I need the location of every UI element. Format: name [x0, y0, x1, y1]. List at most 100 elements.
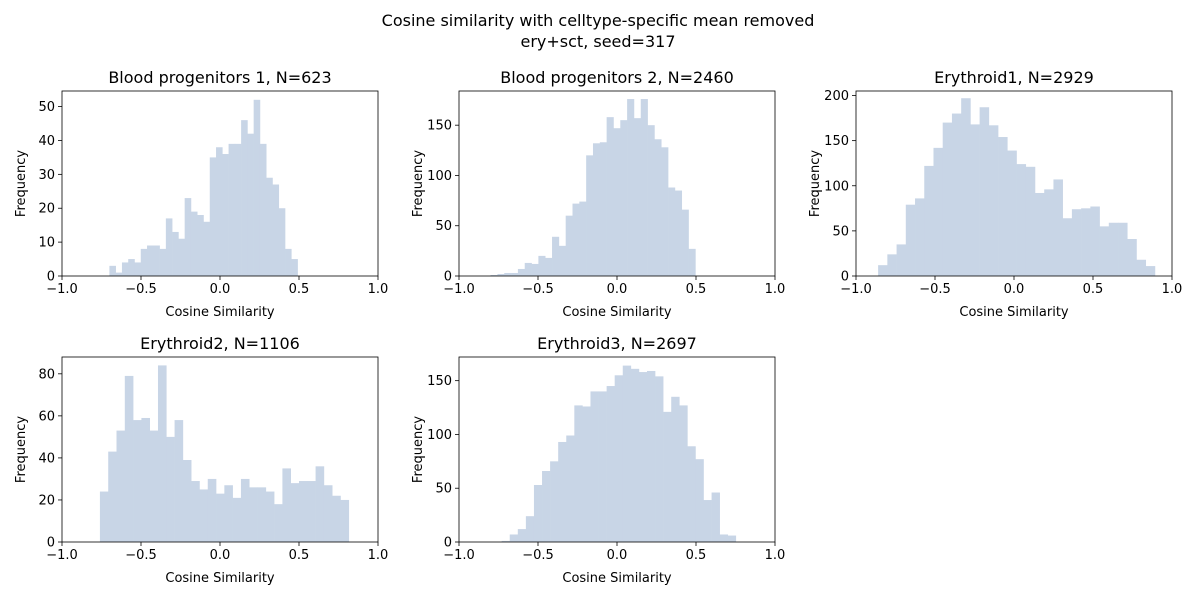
histogram-bar [274, 504, 283, 542]
y-tick-label: 50 [435, 219, 452, 234]
histogram-bar [961, 98, 971, 276]
y-tick-label: 0 [444, 536, 452, 551]
x-axis-label: Cosine Similarity [562, 571, 672, 586]
suptitle-line-2: ery+sct, seed=317 [520, 32, 676, 51]
x-tick-label: 1.0 [368, 282, 389, 297]
histogram-bar [1016, 164, 1027, 276]
histogram-bar [307, 481, 316, 542]
x-axis-label: Cosine Similarity [165, 305, 275, 320]
x-tick-label: 0.5 [1083, 282, 1104, 297]
y-tick-label: 200 [824, 89, 849, 104]
histogram-bar [640, 99, 648, 276]
histogram-bar [108, 451, 117, 542]
histogram-bar [197, 215, 204, 276]
histogram-bar [490, 274, 498, 276]
x-tick-label: 0.0 [607, 548, 628, 563]
x-axis-label: Cosine Similarity [165, 571, 275, 586]
histogram-bar [627, 99, 635, 276]
histogram-bar [558, 245, 566, 276]
histogram-bar [191, 481, 200, 542]
histogram-bar [1071, 209, 1082, 276]
y-axis-label: Frequency [808, 150, 823, 217]
histogram-bar [165, 218, 173, 276]
histogram-bar [216, 147, 223, 276]
histogram-bar [646, 370, 656, 542]
histogram-bar [216, 493, 225, 542]
histogram-bar [1007, 150, 1017, 276]
histogram-bar [566, 435, 575, 542]
histogram-bar [128, 259, 135, 276]
x-tick-label: 1.0 [368, 548, 389, 563]
histogram-bar [1108, 222, 1119, 276]
x-tick-label: −0.5 [522, 282, 554, 297]
histogram-bar [166, 436, 175, 542]
histogram-bar [184, 198, 192, 276]
histogram-bar [663, 411, 672, 542]
histogram-bar [905, 204, 916, 276]
x-tick-label: −0.5 [125, 548, 157, 563]
histogram-bar [511, 272, 519, 276]
histogram-bar [542, 471, 551, 542]
histogram-bar [234, 143, 242, 276]
histogram-bar [998, 137, 1008, 276]
histogram-bar [538, 255, 546, 276]
x-tick-label: 1.0 [765, 548, 786, 563]
histogram-bar [550, 461, 559, 542]
histogram-bar [153, 245, 160, 276]
histogram-bar [272, 184, 280, 276]
x-tick-label: 0.0 [607, 282, 628, 297]
histogram-bar [1118, 222, 1128, 276]
x-tick-label: −1.0 [443, 282, 475, 297]
histogram-bar [598, 391, 607, 542]
histogram-bar [1044, 189, 1054, 276]
histogram-bar [332, 495, 341, 542]
y-tick-label: 20 [38, 493, 55, 508]
x-tick-label: −1.0 [840, 282, 872, 297]
histogram-bar [147, 245, 154, 276]
histogram-bar [115, 272, 123, 276]
histogram-bar [924, 165, 934, 276]
x-tick-label: 0.5 [289, 548, 310, 563]
histogram-bar [606, 386, 615, 542]
histogram-bar [533, 484, 543, 542]
histogram-bar [878, 265, 888, 276]
histogram-bar [606, 117, 614, 277]
histogram-bar [140, 248, 148, 276]
y-axis-label: Frequency [14, 150, 29, 217]
histogram-bar [134, 262, 142, 276]
y-tick-label: 100 [427, 169, 452, 184]
histogram-bar [203, 221, 211, 276]
histogram-bar [970, 124, 980, 276]
histogram-bar [99, 491, 109, 542]
histogram-bar [572, 203, 580, 276]
x-tick-label: −1.0 [46, 548, 78, 563]
histogram-bar [265, 491, 275, 542]
histogram-bar [178, 238, 185, 276]
x-tick-label: −0.5 [522, 548, 554, 563]
histogram-bar [565, 215, 573, 276]
y-tick-label: 50 [435, 482, 452, 497]
histogram-bar [315, 466, 325, 542]
histogram-bar [247, 133, 254, 276]
histogram-bar [1081, 208, 1091, 276]
histogram-panel-2: −1.0 −0.5 0.0 0.5 1.0 0 50 100 150 Blood progenit… [411, 68, 785, 320]
x-tick-label: −1.0 [443, 548, 475, 563]
histogram-bar [620, 120, 628, 276]
histogram-bar [579, 201, 587, 276]
histogram-bar [524, 262, 532, 276]
histogram-bar [1099, 226, 1110, 276]
y-tick-label: 100 [824, 179, 849, 194]
histogram-bar [157, 365, 167, 542]
histogram-bar [509, 534, 519, 542]
histogram-bar [501, 540, 511, 542]
y-tick-label: 100 [427, 428, 452, 443]
histogram-bar [661, 147, 669, 276]
histogram-bar [253, 99, 261, 276]
histogram-bar [172, 231, 179, 276]
histogram-bar [711, 492, 720, 542]
histogram-panel-3: −1.0 −0.5 0.0 0.5 1.0 0 50 100 150 200 Erythroid1,… [808, 68, 1182, 320]
histogram-bar [291, 259, 298, 276]
histogram-bar [133, 420, 142, 542]
histogram-bar [299, 481, 308, 542]
y-axis-label: Frequency [411, 416, 426, 483]
